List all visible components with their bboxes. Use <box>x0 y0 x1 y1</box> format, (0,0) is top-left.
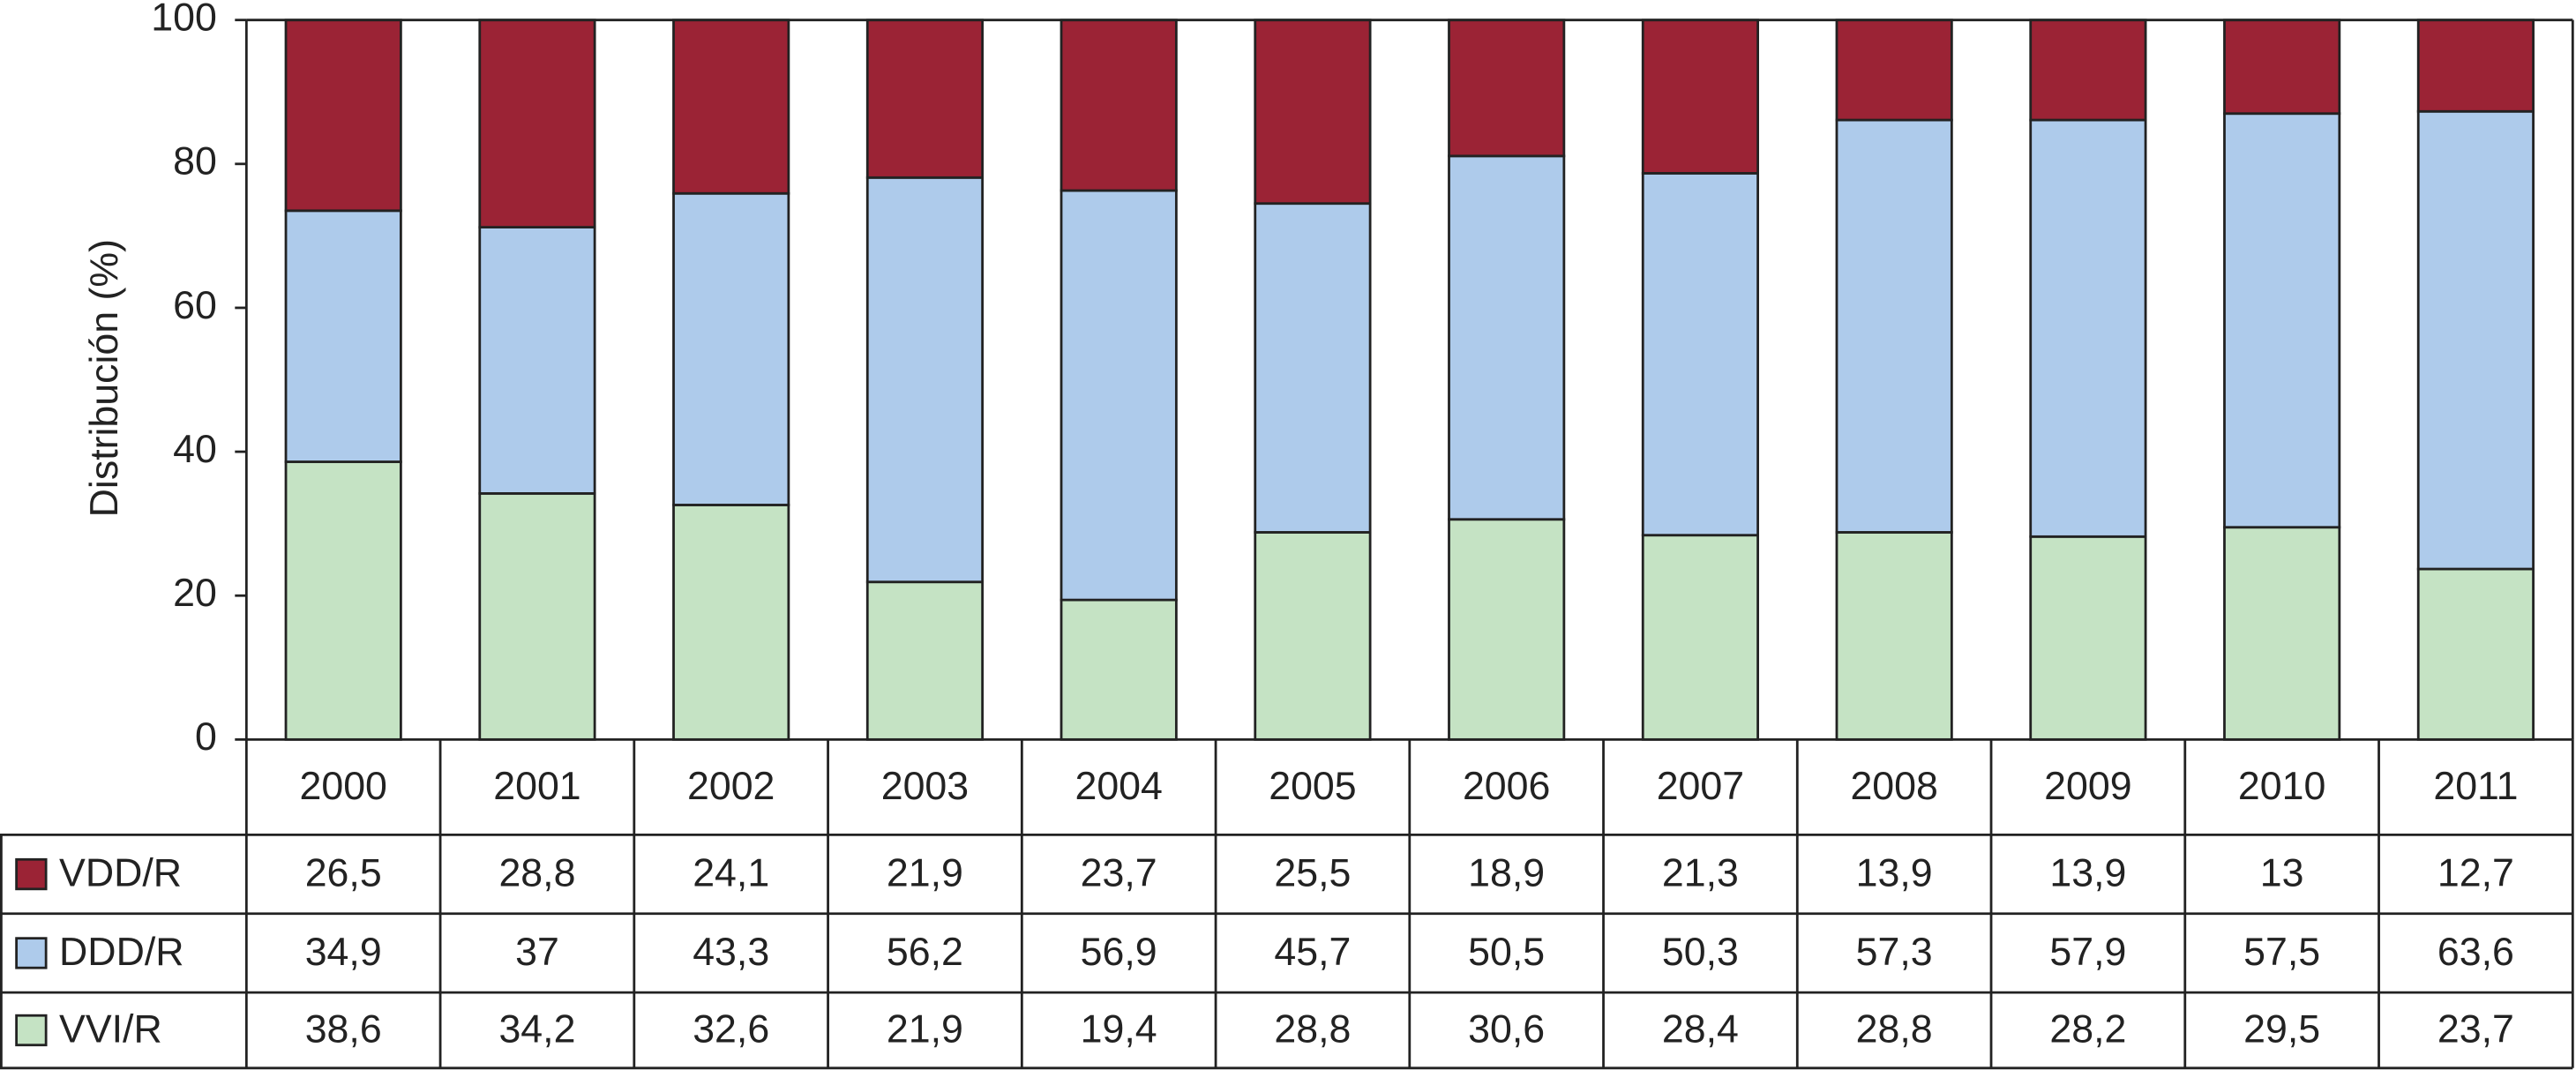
table-value: 28,2 <box>2049 1008 2126 1051</box>
table-value: 26,5 <box>305 852 382 895</box>
legend-label: VDD/R <box>59 852 182 895</box>
bar-segment <box>1641 534 1759 741</box>
x-tick-label: 2005 <box>1269 765 1356 808</box>
bar-segment <box>1448 518 1566 741</box>
bar-segment <box>478 226 596 495</box>
table-value: 12,7 <box>2437 852 2514 895</box>
bar-segment <box>1835 118 1953 534</box>
bar-segment <box>1448 154 1566 521</box>
x-tick-label: 2000 <box>299 765 386 808</box>
table-value: 34,9 <box>305 931 382 974</box>
x-tick-label: 2008 <box>1850 765 1937 808</box>
bar-segment <box>672 191 790 506</box>
x-tick-label: 2011 <box>2433 765 2518 808</box>
table-value: 28,8 <box>1856 1008 1933 1051</box>
table-value: 13,9 <box>1856 852 1933 895</box>
bar-segment <box>1641 19 1759 175</box>
y-tick-label: 100 <box>151 0 217 39</box>
bar-segment <box>865 176 985 584</box>
x-tick-label: 2002 <box>687 765 775 808</box>
table-value: 24,1 <box>693 852 769 895</box>
legend-label: DDD/R <box>59 931 184 974</box>
bar-segment <box>1254 531 1372 741</box>
table-value: 32,6 <box>693 1008 769 1051</box>
y-tick-label: 60 <box>173 284 217 327</box>
bar-segment <box>672 19 790 195</box>
bar-segment <box>2029 535 2147 741</box>
table-value: 28,8 <box>498 852 575 895</box>
bar-segment <box>284 19 402 213</box>
table-value: 45,7 <box>1274 931 1351 974</box>
y-tick-label: 0 <box>195 715 217 759</box>
table-value: 21,3 <box>1662 852 1739 895</box>
table-value: 57,3 <box>1856 931 1933 974</box>
bar-segment <box>865 19 985 179</box>
bar-segment <box>1060 19 1178 192</box>
bar-segment <box>284 209 402 463</box>
table-value: 19,4 <box>1081 1008 1157 1051</box>
table-value: 57,9 <box>2049 931 2126 974</box>
bar-segment <box>1254 19 1372 206</box>
table-value: 23,7 <box>1081 852 1157 895</box>
y-tick-label: 20 <box>173 572 217 615</box>
x-tick-label: 2001 <box>493 765 580 808</box>
table-value: 28,8 <box>1274 1008 1351 1051</box>
bar-segment <box>1060 598 1178 741</box>
bar-segment <box>2223 526 2341 741</box>
bar-segment <box>865 580 985 741</box>
legend-label: VVI/R <box>59 1008 162 1051</box>
table-value: 56,2 <box>887 931 963 974</box>
table-value: 28,4 <box>1662 1008 1739 1051</box>
table-value: 50,3 <box>1662 931 1739 974</box>
table-value: 63,6 <box>2437 931 2514 974</box>
bar-segment <box>2223 112 2341 529</box>
table-value: 18,9 <box>1468 852 1545 895</box>
bar-segment <box>478 491 596 741</box>
bar-segment <box>1254 202 1372 534</box>
table-value: 13 <box>2260 852 2304 895</box>
bar-segment <box>1641 172 1759 537</box>
table-value: 50,5 <box>1468 931 1545 974</box>
bar-segment <box>1448 19 1566 158</box>
table-value: 56,9 <box>1081 931 1157 974</box>
y-axis-title: Distribución (%) <box>83 239 126 517</box>
bar-segment <box>2223 19 2341 116</box>
y-tick-label: 80 <box>173 140 217 183</box>
bar-segment <box>2416 19 2535 113</box>
x-tick-label: 2003 <box>881 765 969 808</box>
bar-segment <box>2029 118 2147 538</box>
table-value: 21,9 <box>887 852 963 895</box>
bar-segment <box>1835 531 1953 741</box>
bar-segment <box>1835 19 1953 122</box>
table-value: 23,7 <box>2437 1008 2514 1051</box>
table-value: 29,5 <box>2243 1008 2320 1051</box>
table-value: 34,2 <box>498 1008 575 1051</box>
table-value: 37 <box>515 931 559 974</box>
table-value: 43,3 <box>693 931 769 974</box>
table-value: 57,5 <box>2243 931 2320 974</box>
x-tick-label: 2004 <box>1075 765 1162 808</box>
legend-swatch <box>15 857 48 891</box>
x-tick-label: 2006 <box>1463 765 1550 808</box>
table-value: 21,9 <box>887 1008 963 1051</box>
table-value: 13,9 <box>2049 852 2126 895</box>
bar-segment <box>672 504 790 741</box>
bar-segment <box>1060 189 1178 602</box>
y-tick-label: 40 <box>173 428 217 471</box>
x-tick-label: 2007 <box>1657 765 1744 808</box>
bar-segment <box>478 19 596 228</box>
table-value: 25,5 <box>1274 852 1351 895</box>
legend-swatch <box>15 937 48 969</box>
x-tick-label: 2010 <box>2238 765 2325 808</box>
bar-segment <box>2416 109 2535 571</box>
bar-segment <box>2416 567 2535 741</box>
x-tick-label: 2009 <box>2044 765 2131 808</box>
bar-segment <box>284 460 402 741</box>
bar-segment <box>2029 19 2147 122</box>
table-value: 38,6 <box>305 1008 382 1051</box>
table-value: 30,6 <box>1468 1008 1545 1051</box>
legend-swatch <box>15 1014 48 1047</box>
